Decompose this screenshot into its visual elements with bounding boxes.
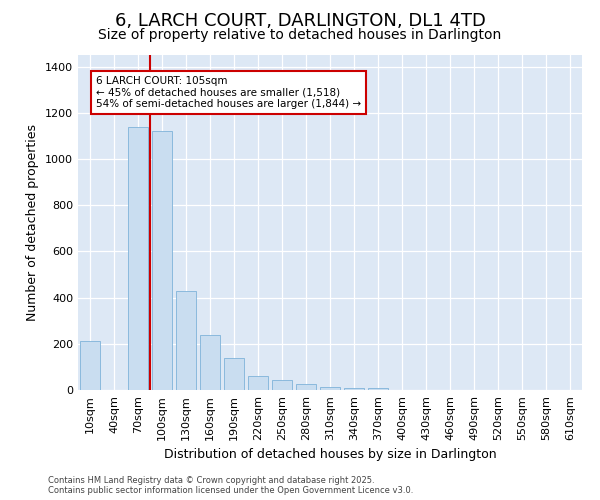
- Y-axis label: Number of detached properties: Number of detached properties: [26, 124, 40, 321]
- Bar: [80, 342, 100, 390]
- Bar: [176, 290, 196, 390]
- Bar: [248, 376, 268, 390]
- Text: Size of property relative to detached houses in Darlington: Size of property relative to detached ho…: [98, 28, 502, 42]
- Bar: [368, 388, 388, 390]
- Text: 6 LARCH COURT: 105sqm
← 45% of detached houses are smaller (1,518)
54% of semi-d: 6 LARCH COURT: 105sqm ← 45% of detached …: [96, 76, 361, 109]
- Bar: [224, 358, 244, 390]
- Bar: [320, 386, 340, 390]
- Bar: [128, 126, 148, 390]
- Bar: [344, 388, 364, 390]
- Text: Contains HM Land Registry data © Crown copyright and database right 2025.
Contai: Contains HM Land Registry data © Crown c…: [48, 476, 413, 495]
- Bar: [272, 380, 292, 390]
- Bar: [152, 131, 172, 390]
- Text: 6, LARCH COURT, DARLINGTON, DL1 4TD: 6, LARCH COURT, DARLINGTON, DL1 4TD: [115, 12, 485, 30]
- Bar: [200, 334, 220, 390]
- Bar: [296, 384, 316, 390]
- X-axis label: Distribution of detached houses by size in Darlington: Distribution of detached houses by size …: [164, 448, 496, 461]
